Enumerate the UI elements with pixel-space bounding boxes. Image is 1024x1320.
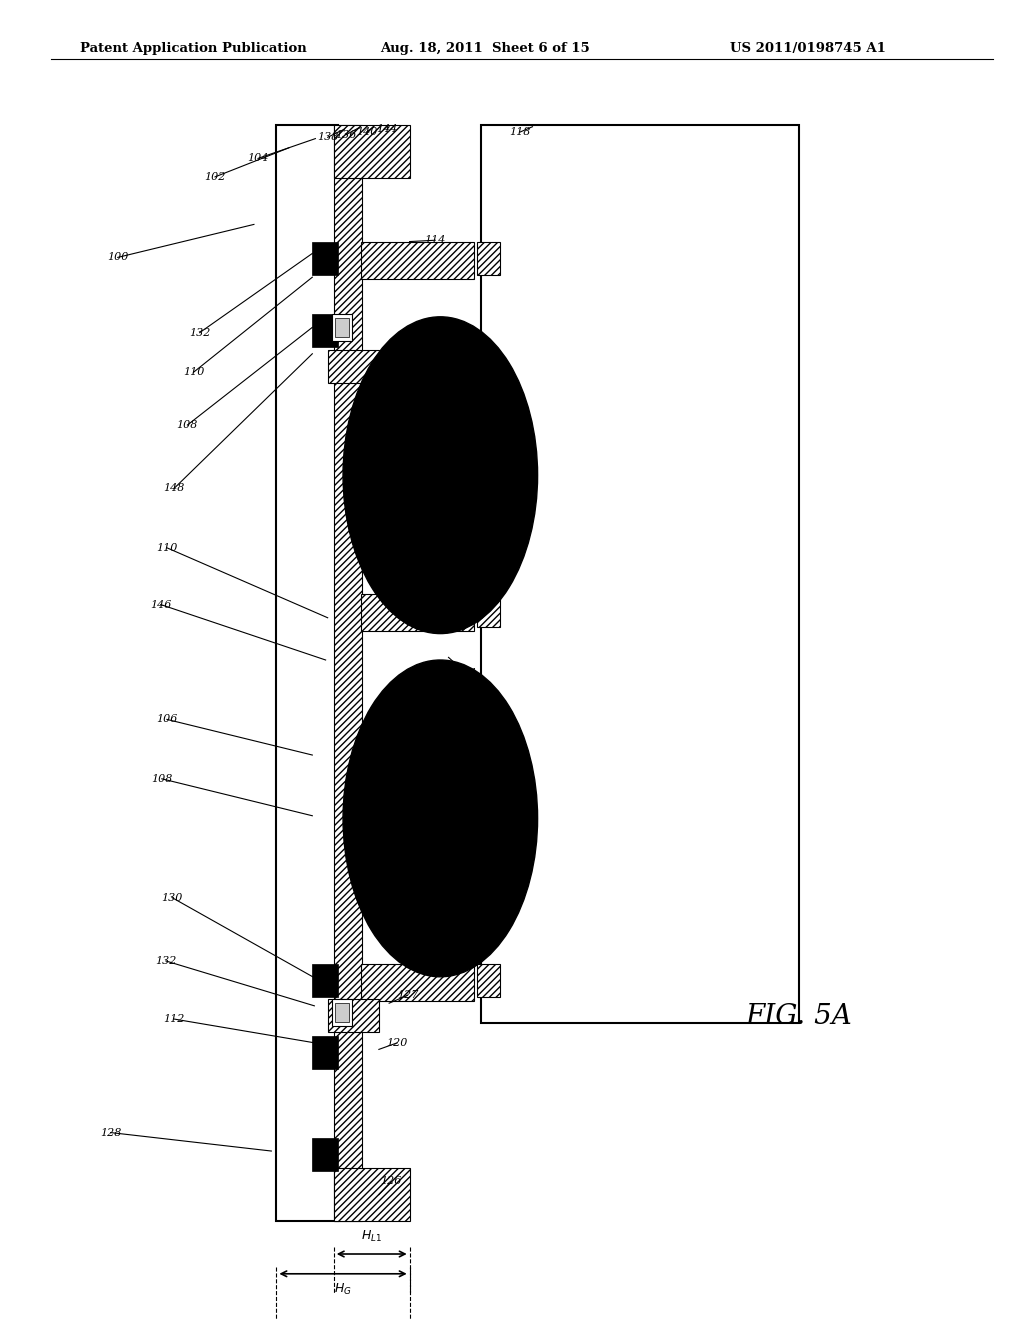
Text: $H_G$: $H_G$ bbox=[334, 1282, 352, 1296]
Bar bbox=[335, 318, 349, 337]
Text: 127: 127 bbox=[397, 990, 418, 1001]
Bar bbox=[276, 125, 338, 1221]
Text: 132: 132 bbox=[189, 327, 210, 338]
Bar bbox=[481, 125, 799, 1023]
Bar bbox=[477, 242, 500, 275]
Bar bbox=[477, 964, 500, 997]
Text: 142: 142 bbox=[399, 378, 420, 388]
Text: 116: 116 bbox=[408, 325, 428, 335]
Text: 106: 106 bbox=[157, 714, 177, 725]
Text: 144: 144 bbox=[377, 124, 397, 135]
Text: 132: 132 bbox=[156, 956, 176, 966]
Bar bbox=[312, 242, 338, 275]
Text: Aug. 18, 2011  Sheet 6 of 15: Aug. 18, 2011 Sheet 6 of 15 bbox=[380, 42, 590, 55]
Text: 112: 112 bbox=[164, 1014, 184, 1024]
Text: 118: 118 bbox=[510, 127, 530, 137]
Text: 108: 108 bbox=[177, 420, 198, 430]
Bar bbox=[361, 242, 474, 279]
Text: 110: 110 bbox=[157, 543, 177, 553]
Bar bbox=[328, 999, 379, 1032]
Text: US 2011/0198745 A1: US 2011/0198745 A1 bbox=[730, 42, 886, 55]
Text: 146: 146 bbox=[151, 599, 171, 610]
Bar bbox=[332, 314, 352, 341]
Bar bbox=[334, 125, 362, 1221]
Bar bbox=[312, 964, 338, 997]
Bar bbox=[332, 999, 352, 1026]
Bar bbox=[328, 350, 379, 383]
Bar bbox=[312, 1036, 338, 1069]
Text: 110: 110 bbox=[183, 367, 204, 378]
Text: 138: 138 bbox=[317, 132, 338, 143]
Ellipse shape bbox=[343, 317, 538, 634]
Ellipse shape bbox=[343, 660, 538, 977]
Bar bbox=[361, 594, 474, 631]
Text: 102: 102 bbox=[205, 172, 225, 182]
Text: 136: 136 bbox=[336, 129, 356, 140]
Text: $H_{L1}$: $H_{L1}$ bbox=[361, 1229, 382, 1243]
Text: 128: 128 bbox=[100, 1127, 121, 1138]
Text: Patent Application Publication: Patent Application Publication bbox=[80, 42, 307, 55]
Bar bbox=[312, 1138, 338, 1171]
Text: 100: 100 bbox=[108, 252, 128, 263]
Text: 134: 134 bbox=[456, 668, 476, 678]
Text: FIG. 5A: FIG. 5A bbox=[745, 1003, 852, 1030]
Bar bbox=[312, 314, 338, 347]
Bar bbox=[361, 964, 474, 1001]
Text: 104: 104 bbox=[248, 153, 268, 164]
Text: 120: 120 bbox=[387, 1038, 408, 1048]
Text: 130: 130 bbox=[162, 892, 182, 903]
Bar bbox=[335, 1003, 349, 1022]
Text: 108: 108 bbox=[152, 774, 172, 784]
Text: 148: 148 bbox=[164, 483, 184, 494]
Bar bbox=[477, 594, 500, 627]
Text: 126: 126 bbox=[381, 1176, 401, 1187]
Text: 140: 140 bbox=[356, 127, 377, 137]
Bar bbox=[334, 125, 410, 178]
Text: 124: 124 bbox=[415, 945, 435, 956]
Text: 114: 114 bbox=[425, 235, 445, 246]
Bar bbox=[334, 1168, 410, 1221]
